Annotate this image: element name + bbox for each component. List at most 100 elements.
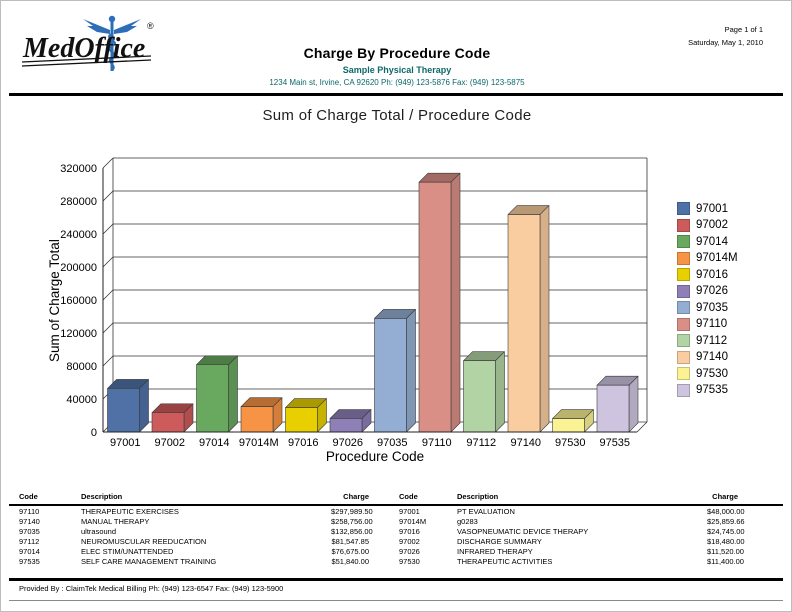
report-date: Saturday, May 1, 2010 (688, 38, 763, 47)
legend-swatch (677, 334, 690, 347)
legend-swatch (677, 202, 690, 215)
cell-description: THERAPEUTIC ACTIVITIES (457, 557, 553, 566)
logo-underline (21, 55, 152, 63)
legend-swatch (677, 284, 690, 298)
bar-97140 (507, 205, 550, 433)
cell-description: ultrasound (81, 527, 117, 536)
x-axis-title: Procedure Code (326, 449, 424, 464)
cell-charge: $132,856.00 (331, 527, 373, 536)
legend-swatch (677, 235, 690, 248)
cell-code: 97530 (399, 557, 420, 566)
column-header: Charge (712, 492, 738, 501)
y-axis-tick: 320000 (60, 163, 97, 175)
bar-97110 (418, 172, 461, 433)
chart-title: Sum of Charge Total / Procedure Code (262, 107, 532, 124)
legend-swatch (677, 350, 690, 364)
legend-label: 97530 (696, 367, 728, 380)
chart-legend: 97001 97002 97014 97014M 97016 97026 97035 9711… (677, 202, 738, 400)
legend-swatch (677, 301, 690, 314)
legend-label: 97035 (696, 301, 728, 314)
report-title: Charge By Procedure Code (303, 45, 491, 61)
cell-charge: $81,547.85 (331, 537, 369, 546)
bar-97530 (552, 409, 594, 433)
legend-label: 97112 (696, 334, 728, 347)
cell-charge: $258,756.00 (331, 517, 373, 526)
table-header-row: Code Description Charge Code Description Char… (19, 492, 738, 504)
legend-item: 97001 (677, 202, 738, 215)
x-axis-tick: 97112 (466, 437, 496, 449)
legend-label: 97016 (696, 268, 728, 281)
legend-swatch (677, 218, 690, 232)
cell-description: DISCHARGE SUMMARY (457, 537, 542, 546)
bar-97112 (463, 351, 505, 433)
practice-address: 1234 Main st, Irvine, CA 92620 Ph: (949)… (269, 78, 525, 87)
cell-description: INFRARED THERAPY (457, 547, 533, 556)
cell-code: 97110 (19, 507, 40, 516)
logo-underline (21, 59, 152, 67)
bar-chart: 0 40000 80000 120000 160000 200000 240000 28000… (60, 157, 648, 464)
cell-code: 97535 (19, 557, 40, 566)
footer-line (9, 600, 783, 601)
y-axis-tick: 40000 (66, 394, 97, 406)
x-axis-tick: 97140 (510, 437, 541, 449)
x-axis-tick: 97530 (555, 437, 586, 449)
practice-name: Sample Physical Therapy (342, 65, 452, 75)
table-row: 97035 ultrasound $132,856.00 97016 VASOPNEUM… (19, 527, 745, 537)
cell-code: 97026 (399, 547, 420, 556)
cell-description: ELEC STIM/UNATTENDED (81, 547, 174, 556)
legend-swatch (677, 317, 690, 331)
legend-swatch (677, 251, 690, 265)
x-axis-tick: 97002 (154, 437, 185, 449)
bar-97035 (374, 309, 416, 433)
legend-label: 97535 (696, 384, 728, 396)
legend-item: 97035 (677, 301, 738, 314)
legend-swatch (677, 383, 690, 397)
y-axis-tick: 160000 (60, 295, 97, 307)
x-axis-tick: 97535 (599, 437, 630, 449)
registered-mark: ® (147, 21, 154, 31)
x-axis-tick: 97014M (239, 437, 279, 449)
column-header: Description (457, 492, 499, 501)
cell-code: 97014 (19, 547, 40, 556)
cell-description: g0283 (457, 517, 478, 526)
table-row: 97112 NEUROMUSCULAR REEDUCATION $81,547.85… (19, 537, 745, 547)
medoffice-logo: MedOffice ® (17, 13, 159, 79)
cell-charge: $48,000.00 (707, 507, 745, 516)
charge-table: Code Description Charge Code Description Char… (19, 492, 745, 567)
bar-97016 (285, 398, 327, 433)
legend-item: 97016 (677, 268, 738, 281)
cell-code: 97035 (19, 527, 40, 536)
table-row: 97535 SELF CARE MANAGEMENT TRAINING $51,84… (19, 557, 744, 567)
cell-description: PT EVALUATION (457, 507, 515, 516)
x-axis-tick: 97035 (377, 437, 408, 449)
y-axis-tick: 80000 (66, 361, 97, 373)
bars (107, 172, 639, 433)
legend-item: 97140 (677, 350, 738, 364)
y-axis-tick: 120000 (60, 328, 97, 340)
y-axis-tick: 240000 (60, 229, 97, 241)
legend-item: 97110 (677, 317, 738, 331)
page-meta: Page 1 of 1 Saturday, May 1, 2010 (688, 23, 763, 49)
cell-code: 97140 (19, 517, 40, 526)
bar-97535 (596, 375, 639, 433)
cell-description: MANUAL THERAPY (81, 517, 150, 526)
legend-swatch (677, 268, 690, 281)
cell-charge: $24,745.00 (707, 527, 745, 536)
bar-97014M (240, 397, 283, 433)
report-header: Charge By Procedure Code Sample Physical… (197, 45, 597, 87)
x-axis-tick: 97014 (199, 437, 230, 449)
cell-code: 97014M (399, 517, 427, 526)
table-header-rule (9, 504, 783, 506)
x-axis-tick: 97110 (422, 437, 452, 449)
column-header: Code (19, 492, 38, 501)
table-row: 97110 THERAPEUTIC EXERCISES $297,989.50 970… (19, 507, 745, 517)
header-rule (9, 93, 783, 96)
legend-swatch (677, 367, 690, 380)
footer-rule (9, 578, 783, 581)
table-body: 97110 THERAPEUTIC EXERCISES $297,989.50 970… (19, 507, 745, 567)
cell-description: THERAPEUTIC EXERCISES (81, 507, 179, 516)
legend-label: 97001 (696, 202, 728, 215)
legend-label: 97026 (696, 285, 728, 297)
legend-label: 97002 (696, 219, 728, 231)
